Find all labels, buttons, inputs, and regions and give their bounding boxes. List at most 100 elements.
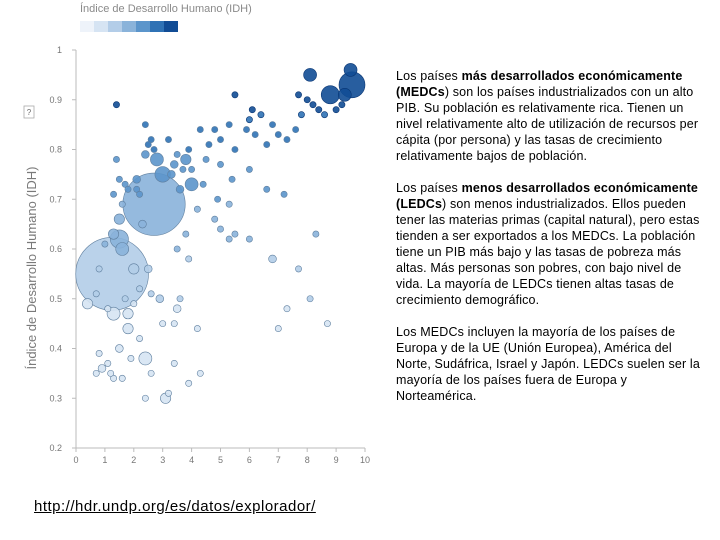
data-point	[121, 180, 129, 188]
data-point	[292, 126, 300, 134]
y-tick-label: 0.7	[49, 194, 62, 204]
y-tick-label: 0.9	[49, 95, 62, 105]
data-point	[184, 177, 199, 192]
data-point	[107, 369, 115, 377]
data-point	[167, 170, 176, 179]
legend-color-scale	[80, 21, 178, 32]
data-point	[92, 290, 100, 298]
data-point	[185, 379, 193, 387]
data-point	[320, 85, 340, 105]
help-icon[interactable]: ?	[23, 105, 35, 119]
data-point	[188, 165, 196, 173]
data-point	[225, 235, 233, 243]
data-point	[115, 344, 124, 353]
data-point	[141, 394, 149, 402]
data-point	[303, 68, 317, 82]
x-tick-label: 0	[73, 455, 78, 465]
data-point	[165, 389, 172, 397]
legend-title: Índice de Desarrollo Humano (IDH)	[80, 3, 252, 15]
data-point	[173, 245, 181, 253]
data-point	[82, 298, 94, 310]
data-point	[122, 172, 186, 236]
x-tick-label: 4	[189, 455, 194, 465]
data-point	[231, 91, 239, 99]
data-point	[196, 126, 204, 134]
data-point	[312, 230, 320, 238]
data-point	[332, 106, 340, 114]
source-link[interactable]: http://hdr.undp.org/es/datos/explorador/	[34, 498, 316, 515]
data-point	[193, 325, 201, 333]
data-point	[337, 87, 352, 102]
data-point	[144, 264, 153, 274]
data-point	[263, 141, 271, 148]
data-point	[95, 265, 103, 273]
data-point	[150, 152, 164, 167]
data-point	[122, 308, 134, 320]
data-point	[138, 219, 147, 229]
data-point	[180, 153, 192, 165]
scatter-chart: 0 1 2 3 4 5 6 7 8 9 10 0.2 0.3 0.4 0.5 0.6 0.7 0.8 0.9 1 Ín…	[23, 45, 370, 465]
paragraph-medcs: Los países más desarrollados económicame…	[396, 69, 699, 163]
legend-swatch	[108, 21, 122, 32]
data-point	[315, 106, 323, 114]
data-point	[245, 165, 253, 173]
data-point	[295, 265, 302, 273]
data-point	[170, 360, 178, 367]
data-point	[165, 136, 172, 143]
x-tick-label: 8	[305, 455, 310, 465]
data-point	[185, 146, 193, 153]
svg-text:?: ?	[27, 108, 32, 117]
data-point	[280, 190, 288, 198]
data-point	[211, 126, 219, 134]
data-point	[245, 235, 253, 243]
data-point	[104, 305, 112, 313]
data-point	[268, 254, 277, 264]
data-point	[138, 351, 153, 366]
data-point	[136, 335, 144, 342]
data-point	[136, 190, 144, 198]
data-point	[309, 101, 317, 109]
data-point	[115, 175, 123, 183]
data-point	[263, 185, 271, 193]
data-point	[115, 242, 130, 256]
x-tick-label: 1	[102, 455, 107, 465]
data-point	[231, 230, 239, 238]
data-point	[147, 136, 155, 143]
paragraph-ledcs: Los países menos desarrollados económica…	[396, 181, 700, 307]
data-point	[251, 131, 259, 138]
legend-swatch	[94, 21, 108, 32]
data-point	[303, 96, 311, 104]
x-tick-label: 10	[360, 455, 370, 465]
data-point	[121, 295, 129, 303]
x-tick-label: 7	[276, 455, 281, 465]
data-point	[205, 141, 213, 148]
x-tick-label: 9	[334, 455, 339, 465]
paragraph-regions: Los MEDCs incluyen la mayoría de los paí…	[396, 325, 700, 403]
data-point	[113, 156, 120, 163]
y-tick-label: 0.4	[49, 344, 62, 354]
data-point	[231, 146, 239, 153]
data-point	[298, 111, 305, 119]
data-point	[128, 263, 140, 275]
data-point	[175, 185, 185, 194]
data-point	[110, 374, 117, 382]
data-point	[95, 350, 103, 357]
data-point	[179, 165, 187, 173]
data-point	[127, 355, 135, 362]
y-tick-label: 0.5	[49, 294, 62, 304]
x-tick-label: 6	[247, 455, 252, 465]
data-point	[101, 240, 109, 248]
data-point	[283, 136, 291, 143]
data-point	[132, 175, 141, 184]
y-tick-label: 0.2	[49, 443, 62, 453]
y-tick-label: 0.3	[49, 393, 62, 403]
data-point	[144, 141, 152, 148]
data-point	[199, 180, 207, 188]
data-point	[172, 304, 182, 313]
data-point	[295, 91, 302, 99]
data-point	[202, 156, 210, 163]
data-point	[274, 131, 282, 138]
y-tick-label: 0.6	[49, 244, 62, 254]
y-axis-label: Índice de Desarrollo Humano (IDH)	[24, 166, 39, 369]
data-point	[97, 364, 107, 373]
